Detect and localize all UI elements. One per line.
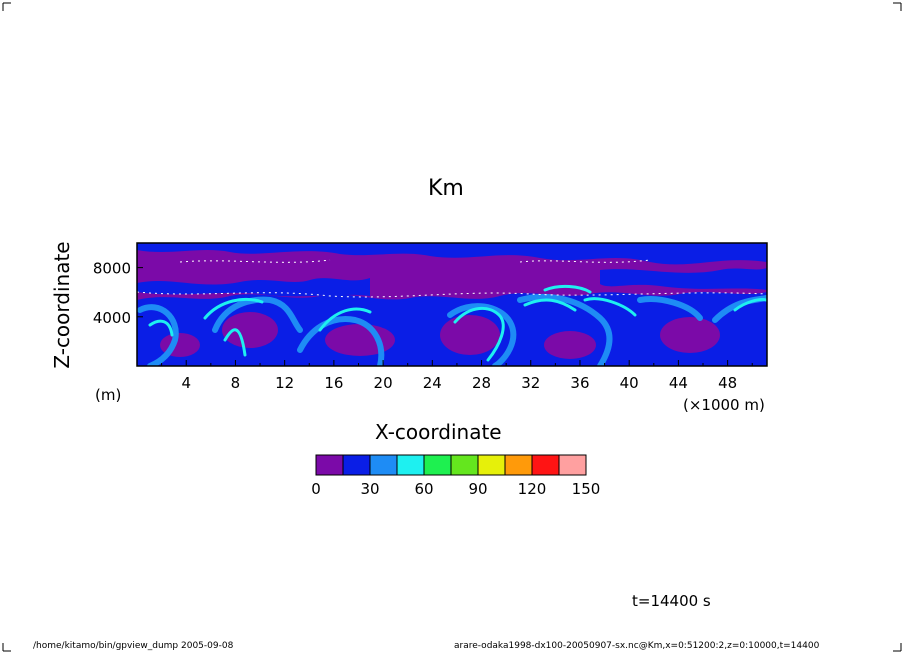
colorbar-bin <box>558 454 587 476</box>
y-ticks: 4000 8000 <box>93 260 143 327</box>
colorbar-bin <box>396 454 425 476</box>
x-tick-label: 40 <box>620 374 639 392</box>
colorbar-label: 90 <box>468 480 487 498</box>
colorbar-bin <box>531 454 560 476</box>
time-label: t=14400 s <box>632 592 711 610</box>
colorbar-bin <box>477 454 506 476</box>
colorbar-label: 150 <box>572 480 601 498</box>
footer-right: arare-odaka1998-dx100-20050907-sx.nc@Km,… <box>454 641 820 651</box>
x-ticks: 4 8 12 16 20 24 28 32 36 40 44 48 <box>161 360 753 392</box>
footer-left: /home/kitamo/bin/gpview_dump 2005-09-08 <box>33 641 234 651</box>
field-fill <box>137 243 767 366</box>
x-tick-label: 8 <box>231 374 241 392</box>
colorbar-label: 30 <box>360 480 379 498</box>
colorbar-bin <box>423 454 452 476</box>
x-tick-label: 32 <box>521 374 540 392</box>
x-tick-label: 12 <box>275 374 294 392</box>
x-tick-label: 20 <box>374 374 393 392</box>
y-axis-unit: (m) <box>95 386 122 404</box>
y-tick-label: 4000 <box>93 309 131 327</box>
colorbar-bin <box>450 454 479 476</box>
x-tick-label: 24 <box>423 374 442 392</box>
colorbar-label: 0 <box>311 480 321 498</box>
colorbar-bin <box>342 454 371 476</box>
x-tick-label: 28 <box>472 374 491 392</box>
x-axis-unit: (×1000 m) <box>683 396 765 414</box>
colorbar-bin <box>315 454 344 476</box>
x-tick-label: 44 <box>669 374 688 392</box>
colorbar: 0 30 60 90 120 150 <box>311 454 601 498</box>
colorbar-label: 120 <box>518 480 547 498</box>
x-tick-label: 16 <box>324 374 343 392</box>
x-tick-label: 4 <box>181 374 191 392</box>
x-tick-label: 48 <box>718 374 737 392</box>
x-tick-label: 36 <box>570 374 589 392</box>
plot-frame <box>136 242 768 367</box>
y-tick-label: 8000 <box>93 260 131 278</box>
chart-title: Km <box>428 176 464 201</box>
x-axis-label: X-coordinate <box>375 420 502 444</box>
colorbar-bin <box>504 454 533 476</box>
colorbar-label: 60 <box>414 480 433 498</box>
colorbar-bin <box>369 454 398 476</box>
